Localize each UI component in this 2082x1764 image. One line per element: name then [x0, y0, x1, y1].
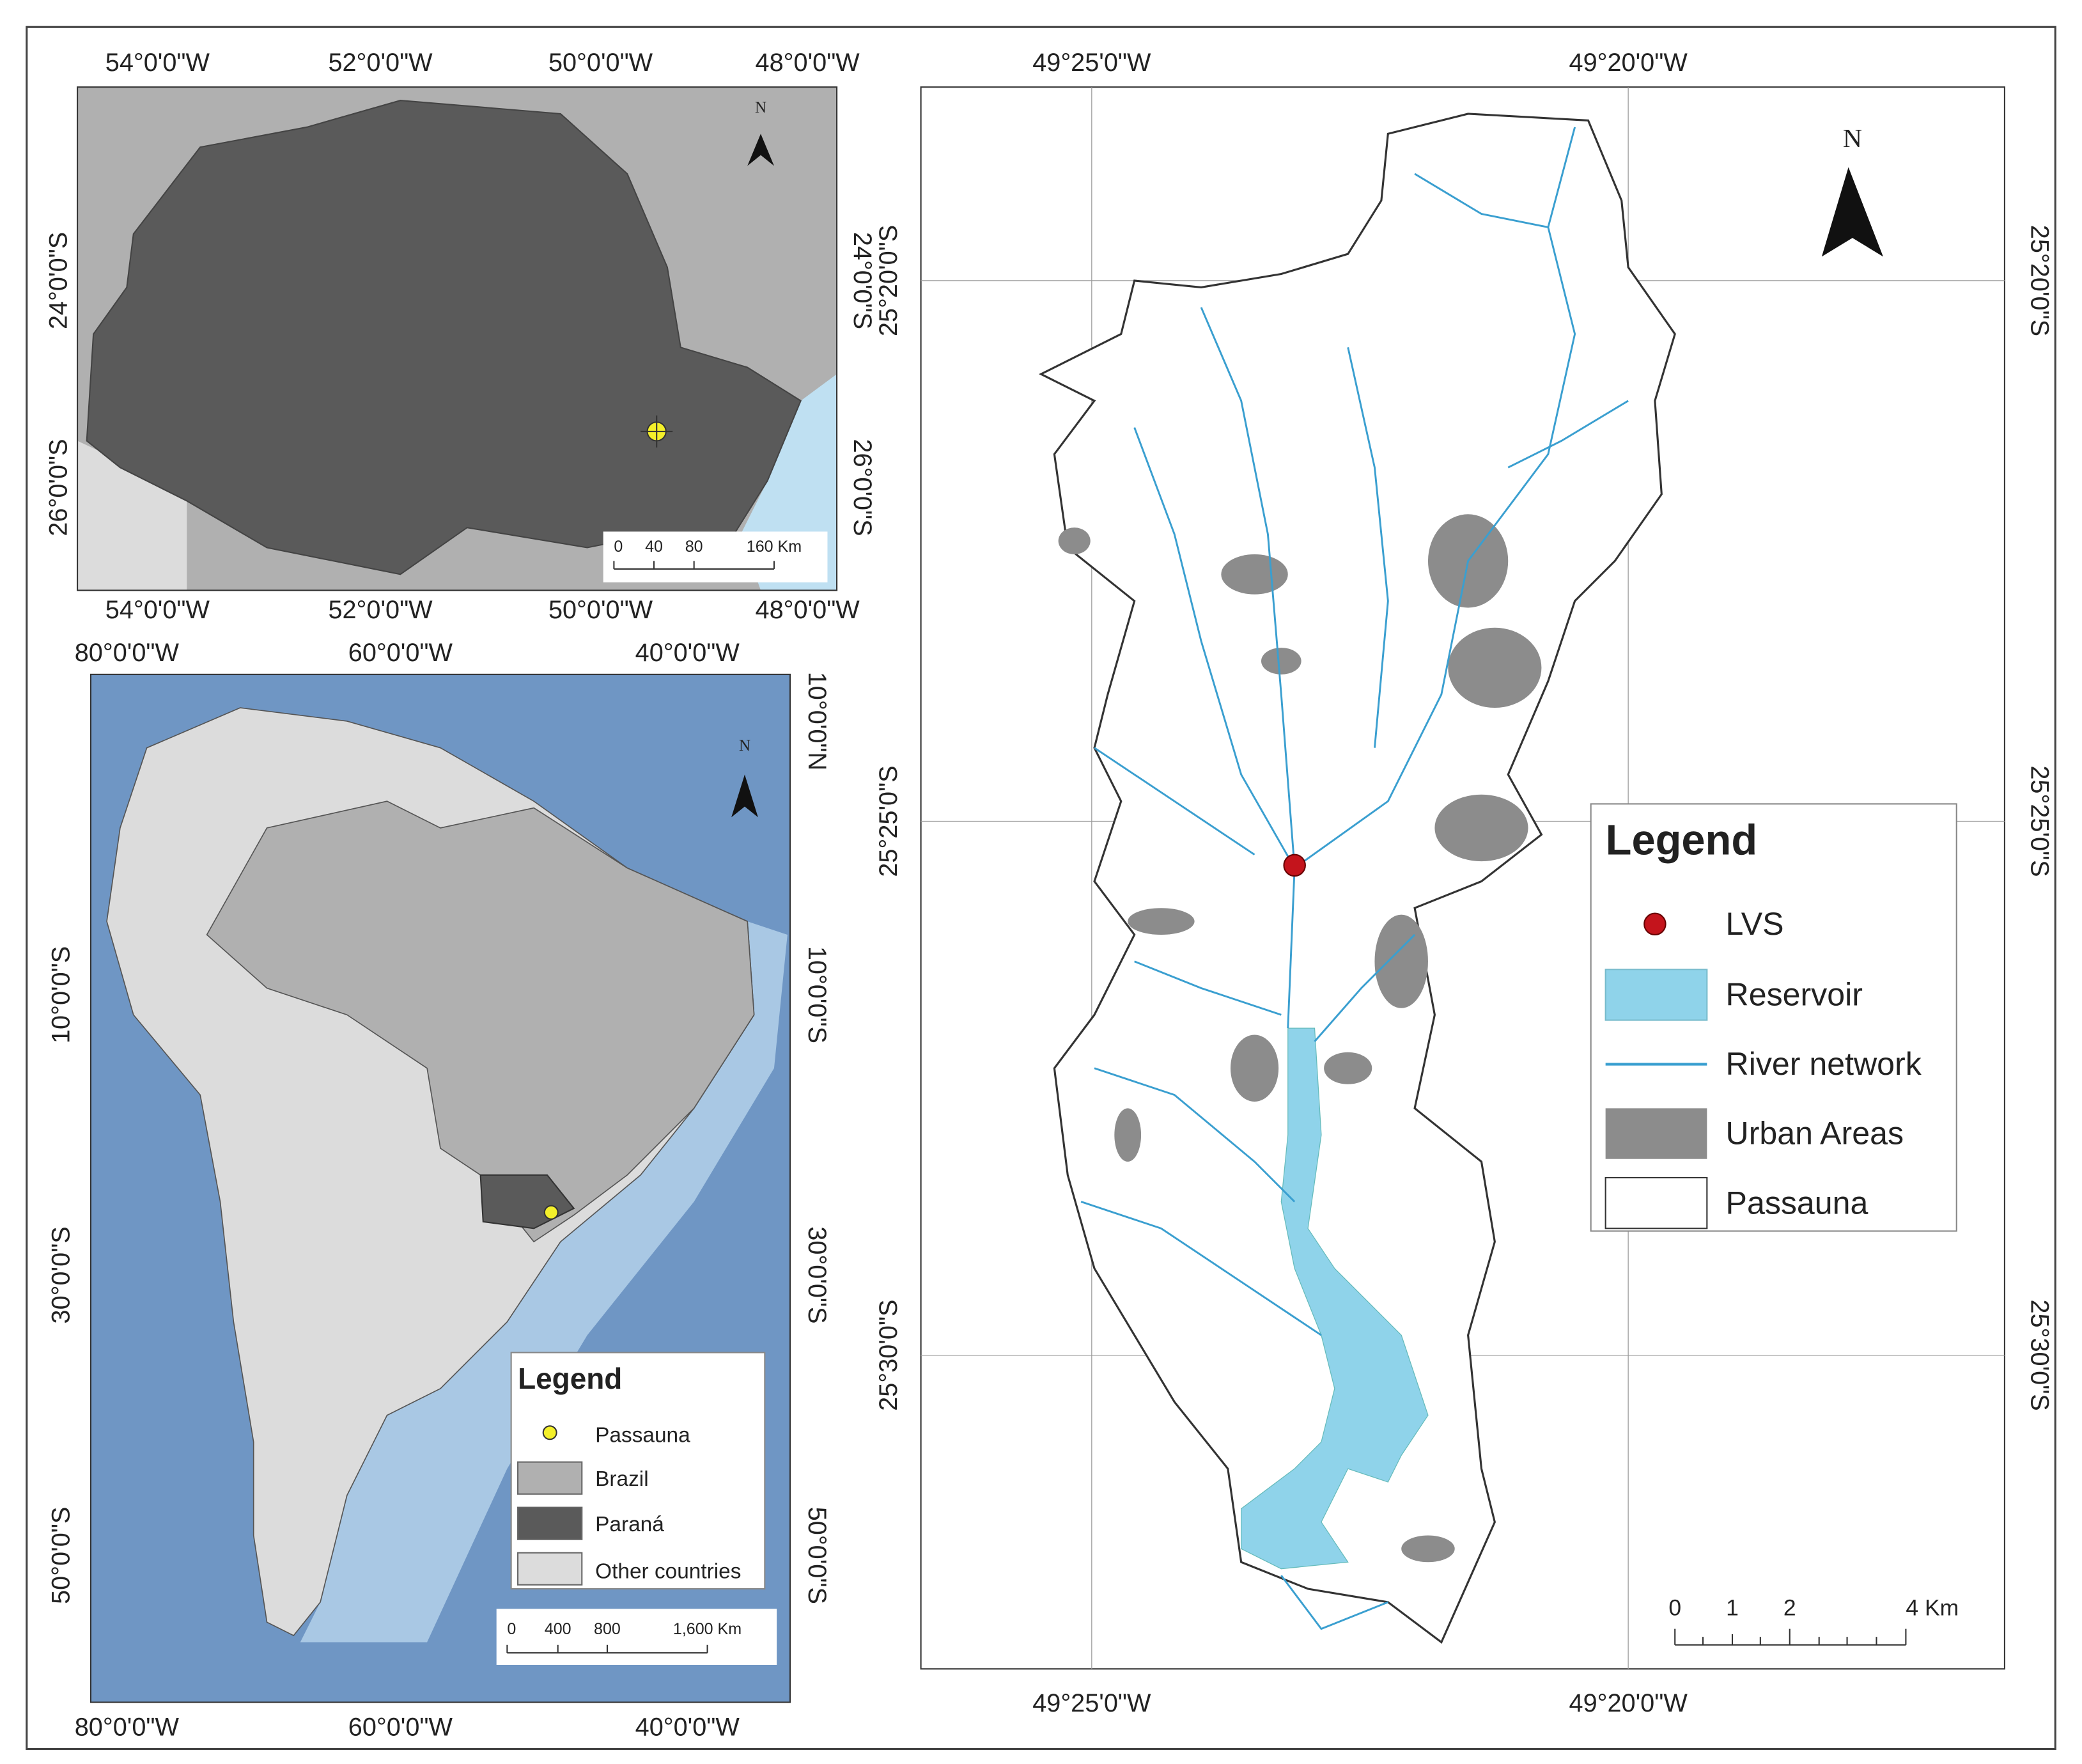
- coordinate-label: 54°0'0"W: [105, 49, 210, 77]
- river-network: [1080, 127, 1629, 1630]
- coordinate-label: 25°30'0"S: [2026, 1300, 2054, 1411]
- coordinate-label: 50°0'0"S: [803, 1507, 831, 1604]
- coordinate-label: 25°20'0"S: [2026, 225, 2054, 336]
- scale-label: 1,600 Km: [673, 1620, 742, 1638]
- scale-label: 1: [1726, 1595, 1739, 1621]
- coordinate-label: 30°0'0"S: [47, 1226, 75, 1323]
- brazil: [206, 800, 755, 1243]
- coordinate-label: 30°0'0"S: [803, 1226, 831, 1323]
- coordinate-label: 25°25'0"S: [874, 765, 903, 877]
- south-america-map: [89, 673, 791, 1703]
- scale-label: 400: [545, 1620, 571, 1638]
- coordinate-label: 10°0'0"S: [47, 946, 75, 1043]
- coordinate-label: 60°0'0"W: [348, 639, 453, 667]
- north-label: N: [1843, 124, 1862, 153]
- scale-label: 2: [1783, 1595, 1796, 1621]
- coordinate-label: 50°0'0"W: [548, 596, 653, 624]
- north-arrow: [747, 134, 774, 166]
- reservoir: [1241, 1027, 1429, 1570]
- marker-cross: [641, 415, 673, 448]
- legend-swatch: [517, 1506, 583, 1540]
- legend-swatch: [1604, 969, 1708, 1021]
- legend-label: Urban Areas: [1726, 1116, 1904, 1151]
- coordinate-label: 49°20'0"W: [1569, 49, 1688, 77]
- legend-swatch: [517, 1552, 583, 1586]
- coordinate-label: 40°0'0"W: [635, 639, 740, 667]
- north-arrow: [1821, 167, 1883, 257]
- coordinate-label: 24°0'0"S: [848, 232, 876, 329]
- other-country: [77, 441, 187, 591]
- scale-label: 0: [1668, 1595, 1681, 1621]
- coordinate-label: 24°0'0"S: [44, 232, 72, 329]
- coordinate-label: 26°0'0"S: [44, 439, 72, 536]
- legend-marker: [542, 1425, 557, 1440]
- scale-bar: [1674, 1628, 1907, 1646]
- legend-title: Legend: [518, 1362, 622, 1395]
- scale-label: 0: [614, 538, 623, 556]
- coordinate-label: 48°0'0"W: [756, 49, 860, 77]
- coordinate-label: 54°0'0"W: [105, 596, 210, 624]
- scale-label: 4 Km: [1906, 1595, 1959, 1621]
- north-arrow: [731, 774, 758, 818]
- coordinate-label: 49°20'0"W: [1569, 1689, 1688, 1717]
- coordinate-label: 40°0'0"W: [635, 1713, 740, 1742]
- passauna-marker: [543, 1205, 559, 1220]
- scale-label: 40: [645, 538, 663, 556]
- coordinate-label: 50°0'0"W: [548, 49, 653, 77]
- coordinate-label: 25°25'0"S: [2026, 765, 2054, 877]
- scale-box: [496, 1609, 777, 1666]
- legend-label: Reservoir: [1726, 977, 1863, 1013]
- legend-swatch: [1605, 1108, 1707, 1159]
- legend-label: Passauna: [595, 1423, 690, 1447]
- legend-swatch: [517, 1461, 583, 1495]
- passauna-map: [920, 86, 2005, 1670]
- coordinate-label: 25°20'0"S: [874, 225, 903, 336]
- coordinate-label: 50°0'0"S: [47, 1507, 75, 1604]
- scale-label: 800: [594, 1620, 621, 1638]
- legend-title: Legend: [1606, 817, 1758, 864]
- legend-label: Other countries: [595, 1559, 741, 1583]
- scale-label: 160 Km: [747, 538, 802, 556]
- coordinate-label: 80°0'0"W: [75, 1713, 180, 1742]
- coordinate-label: 60°0'0"W: [348, 1713, 453, 1742]
- coordinate-label: 10°0'0"S: [803, 946, 831, 1043]
- scale-bar: [506, 1644, 708, 1654]
- scale-bar: [613, 561, 775, 570]
- scale-label: 0: [507, 1620, 516, 1638]
- coordinate-label: 49°25'0"W: [1032, 1689, 1151, 1717]
- parana-map: [77, 86, 838, 591]
- coordinate-label: 10°0'0"N: [803, 672, 831, 770]
- north-label: N: [755, 99, 766, 116]
- legend-label: Brazil: [595, 1467, 649, 1491]
- north-label: N: [739, 737, 750, 754]
- scale-box: [603, 531, 828, 582]
- coordinate-label: 25°30'0"S: [874, 1300, 903, 1411]
- legend-label: River network: [1726, 1046, 1922, 1082]
- legend-marker: [1643, 912, 1666, 936]
- scale-label: 80: [685, 538, 703, 556]
- legend-swatch: [1604, 1176, 1708, 1229]
- legend-label: Passauna: [1726, 1185, 1868, 1221]
- frame: [89, 673, 791, 1703]
- lvs-marker: [1283, 854, 1306, 877]
- coordinate-label: 49°25'0"W: [1032, 49, 1151, 77]
- legend-label: LVS: [1726, 906, 1784, 942]
- shelf: [300, 921, 788, 1643]
- coordinate-label: 52°0'0"W: [328, 49, 433, 77]
- legend-label: Paraná: [595, 1513, 664, 1536]
- coordinate-label: 26°0'0"S: [848, 439, 876, 536]
- coordinate-label: 48°0'0"W: [756, 596, 860, 624]
- coordinate-label: 52°0'0"W: [328, 596, 433, 624]
- frame: [77, 86, 838, 591]
- coordinate-label: 80°0'0"W: [75, 639, 180, 667]
